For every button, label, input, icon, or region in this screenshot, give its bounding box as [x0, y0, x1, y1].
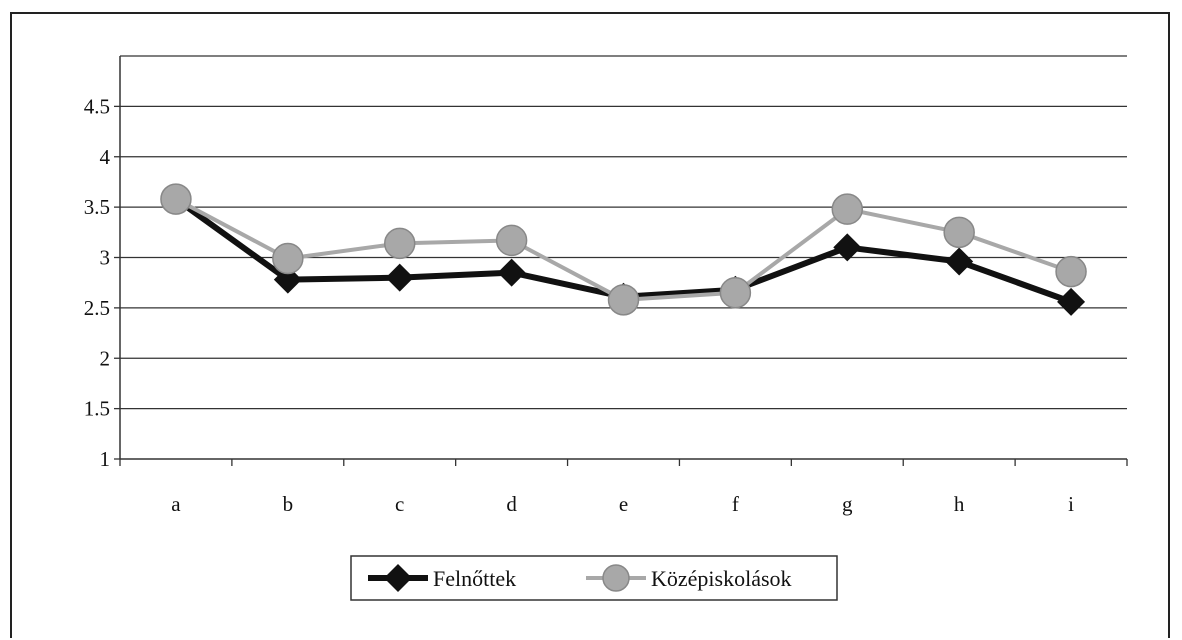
series-group	[160, 183, 1087, 316]
gridlines	[120, 55, 1127, 410]
legend-marker-felnottek	[384, 564, 412, 592]
legend-item-felnottek: Felnőttek	[368, 564, 516, 592]
data-point-circle	[272, 242, 304, 275]
data-point-diamond	[945, 247, 974, 276]
legend-label-felnottek: Felnőttek	[433, 566, 516, 591]
axes	[114, 56, 1128, 466]
x-tick-label: f	[732, 492, 739, 516]
series-kozepiskolasok	[160, 183, 1087, 316]
x-tick-label: b	[283, 492, 294, 516]
y-tick-label: 2.5	[84, 296, 110, 320]
data-point-circle	[1055, 255, 1087, 288]
x-tick-label: g	[842, 492, 853, 516]
data-point-circle	[160, 183, 192, 215]
legend: Felnőttek Középiskolások	[350, 555, 838, 601]
legend-label-kozepiskolasok: Középiskolások	[651, 566, 792, 591]
y-tick-labels: 1 1.5 2 2.5 3 3.5 4 4.5	[84, 94, 111, 471]
data-point-circle	[719, 277, 752, 309]
y-tick-label: 1	[100, 447, 111, 471]
data-point-circle	[607, 284, 640, 316]
y-tick-label: 2	[100, 346, 111, 370]
data-point-diamond	[273, 265, 302, 294]
x-tick-label: d	[506, 492, 517, 516]
legend-marker-kozepiskolasok	[602, 564, 630, 592]
y-tick-label: 4	[100, 145, 111, 169]
chart-frame	[10, 12, 1170, 638]
data-point-circle	[831, 193, 864, 225]
x-tick-label: a	[171, 492, 181, 516]
y-tick-label: 3	[100, 246, 111, 270]
y-tick-label: 4.5	[84, 94, 110, 118]
x-tick-label: e	[619, 492, 628, 516]
legend-item-kozepiskolasok: Középiskolások	[586, 564, 792, 592]
y-tick-label: 1.5	[84, 397, 110, 421]
x-tick-label: c	[395, 492, 404, 516]
data-point-diamond	[833, 233, 862, 262]
data-point-circle	[383, 227, 416, 260]
x-tick-labels: a b c d e f g h i	[171, 492, 1074, 516]
data-point-circle	[943, 216, 975, 249]
data-point-diamond	[385, 263, 414, 292]
x-tick-label: h	[954, 492, 965, 516]
data-point-circle	[495, 224, 528, 257]
x-tick-label: i	[1068, 492, 1074, 516]
y-tick-label: 3.5	[84, 195, 110, 219]
data-point-diamond	[497, 258, 526, 287]
data-point-diamond	[1057, 287, 1086, 316]
